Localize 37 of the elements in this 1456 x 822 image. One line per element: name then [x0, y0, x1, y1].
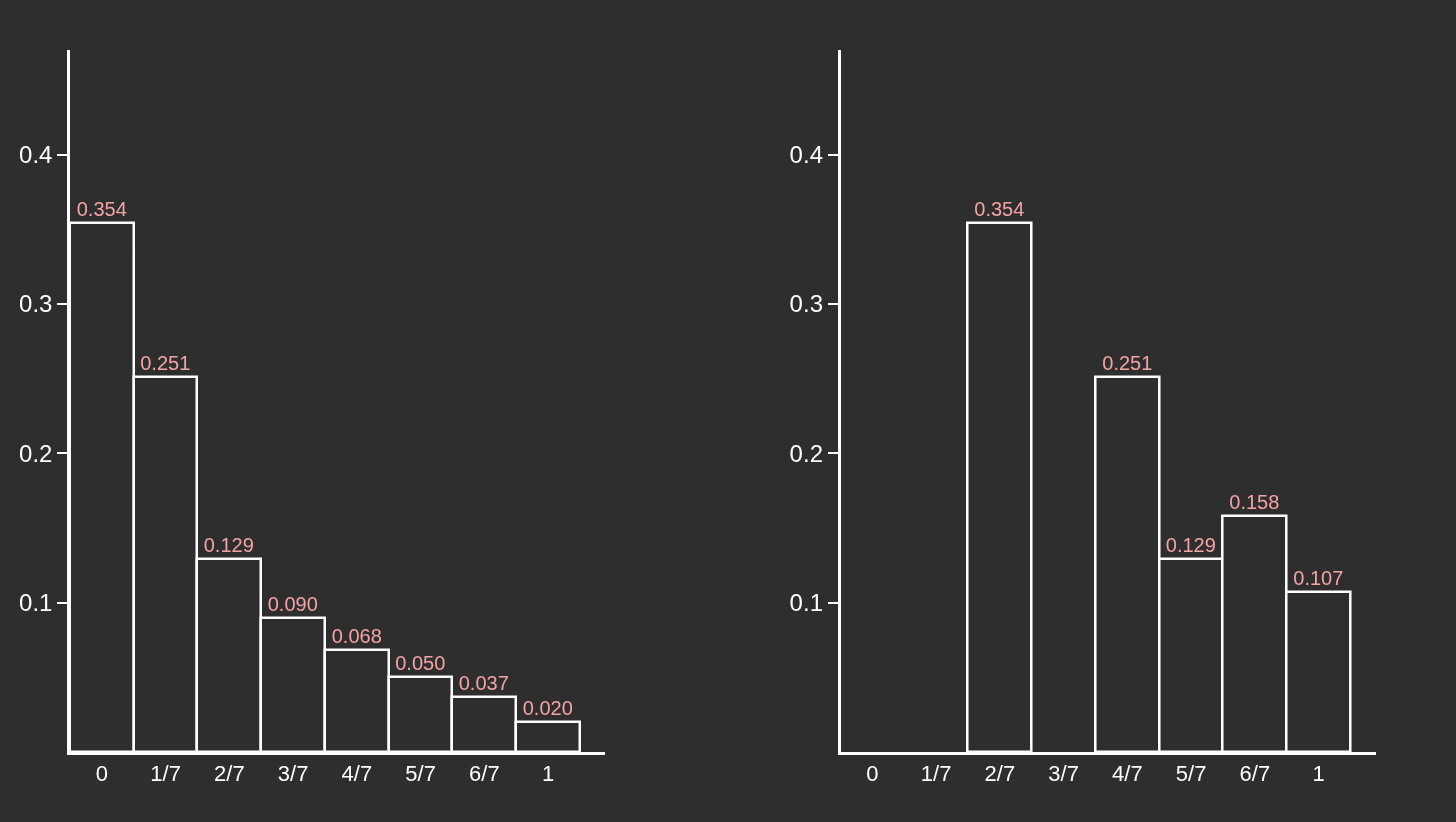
x-tick-label: 2/7	[984, 761, 1016, 787]
x-tick-label: 3/7	[1048, 761, 1079, 787]
data-label: 0.354	[76, 197, 127, 220]
data-label: 0.020	[522, 696, 573, 719]
x-tick-label: 0	[866, 761, 879, 787]
y-tick-label: 0.2	[19, 439, 53, 467]
x-tick-label: 5/7	[405, 761, 436, 787]
data-label: 0.158	[1229, 490, 1280, 513]
y-tick-label: 0.4	[19, 140, 53, 168]
x-tick-label: 5/7	[1175, 761, 1207, 787]
y-tick-label: 0.3	[19, 290, 53, 318]
data-label: 0.129	[1165, 533, 1216, 556]
y-tick-label: 0.2	[789, 439, 823, 467]
x-tick-label: 2/7	[214, 761, 245, 787]
data-label: 0.037	[458, 671, 509, 694]
x-tick-label: 3/7	[277, 761, 309, 787]
x-tick-label: 1/7	[920, 761, 952, 787]
x-tick-label: 1/7	[150, 761, 181, 787]
y-tick-label: 0.4	[789, 140, 823, 168]
data-label: 0.251	[1102, 351, 1153, 374]
data-label: 0.129	[203, 533, 254, 556]
x-tick-label: 1	[1312, 761, 1325, 787]
x-tick-label: 6/7	[469, 761, 500, 787]
x-tick-label: 4/7	[1112, 761, 1143, 787]
x-tick-label: 6/7	[1239, 761, 1271, 787]
x-tick-label: 1	[541, 761, 555, 787]
y-tick-label: 0.3	[789, 290, 823, 318]
data-label: 0.107	[1293, 566, 1344, 589]
data-label: 0.068	[331, 624, 382, 647]
x-tick-label: 4/7	[341, 761, 373, 787]
data-label: 0.354	[974, 197, 1025, 220]
data-label: 0.050	[395, 651, 446, 674]
y-tick-label: 0.1	[19, 589, 53, 617]
data-label: 0.090	[267, 592, 318, 615]
y-tick-label: 0.1	[789, 589, 823, 617]
x-tick-label: 0	[95, 761, 108, 787]
data-label: 0.251	[140, 351, 191, 374]
